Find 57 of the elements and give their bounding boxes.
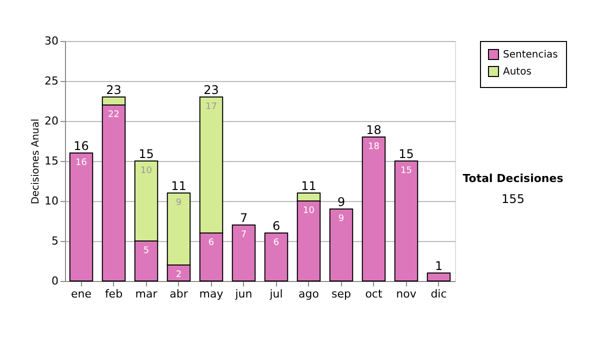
data-label: 5 — [143, 246, 150, 256]
y-tick-label: 30 — [44, 34, 58, 48]
x-tick-label: may — [199, 288, 224, 300]
y-tick-label: 5 — [52, 234, 58, 248]
text: Total Decisiones — [462, 172, 564, 185]
data-label: 9 — [338, 214, 344, 224]
total-label: 6 — [272, 219, 280, 233]
y-tick-label: 10 — [44, 194, 58, 208]
bar — [264, 232, 288, 282]
total-label: 18 — [366, 123, 382, 137]
x-tick-label: oct — [365, 288, 383, 300]
total-label: 15 — [138, 147, 154, 161]
total-label: 16 — [74, 139, 89, 153]
data-label: 10 — [303, 206, 315, 216]
legend-label: Sentencias — [503, 50, 558, 60]
data-label: 7 — [240, 230, 247, 240]
data-label: 6 — [273, 238, 280, 248]
y-axis-title: Decisiones Anual — [30, 118, 42, 204]
data-label: 16 — [76, 158, 88, 168]
total-label: 7 — [240, 211, 248, 225]
bar — [232, 224, 256, 282]
bar — [426, 272, 451, 282]
total-label: 11 — [301, 179, 316, 193]
data-label: 10 — [140, 166, 152, 176]
y-tick-label: 0 — [52, 274, 58, 288]
x-tick-label: jul — [268, 288, 283, 300]
bar — [69, 152, 94, 282]
data-label: 15 — [400, 166, 412, 176]
x-tick-label: ene — [70, 288, 92, 300]
total-label: 23 — [106, 83, 122, 97]
total-label: 15 — [398, 147, 414, 161]
bar — [394, 160, 418, 282]
x-tick-label: sep — [332, 288, 352, 300]
x-tick-label: jun — [234, 288, 252, 300]
x-tick-label: feb — [104, 288, 123, 300]
data-label: 17 — [206, 102, 217, 112]
x-tick-label: dic — [430, 288, 447, 300]
y-tick-label: 20 — [44, 114, 58, 128]
x-tick-label: abr — [170, 288, 188, 300]
y-tick-label: 25 — [44, 74, 58, 88]
text: 155 — [502, 192, 524, 206]
total-label: 23 — [204, 83, 219, 97]
x-tick-label: nov — [396, 288, 417, 300]
bar — [362, 136, 386, 282]
data-label: 22 — [108, 110, 120, 120]
data-label: 18 — [368, 142, 380, 152]
total-label: 9 — [337, 195, 346, 209]
total-label: 1 — [434, 259, 443, 273]
total-label: 11 — [171, 179, 186, 193]
data-label: 2 — [176, 270, 182, 280]
bar — [329, 208, 354, 282]
data-label: 9 — [176, 198, 182, 208]
data-label: 6 — [208, 238, 214, 248]
x-tick-label: ago — [298, 288, 320, 300]
y-tick-label: 15 — [44, 154, 58, 168]
legend-label: Autos — [503, 66, 532, 78]
x-tick-label: mar — [135, 288, 158, 300]
